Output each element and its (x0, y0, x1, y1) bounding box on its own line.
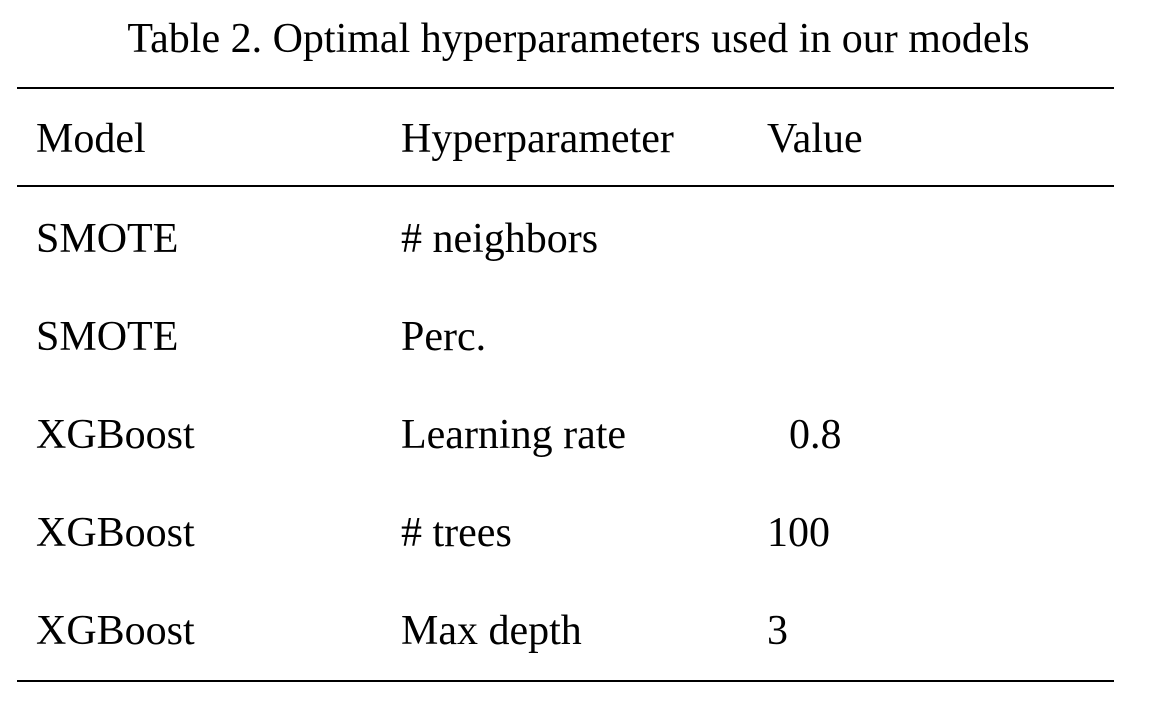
cell-value: 0.8 (789, 412, 842, 458)
table-caption: Table 2. Optimal hyperparameters used in… (127, 16, 1030, 62)
header-row: Model Hyperparameter Value (0, 112, 1157, 166)
cell-model: SMOTE (36, 314, 179, 360)
cell-hyperparameter: Perc. (401, 314, 487, 360)
cell-hyperparameter: # trees (401, 510, 512, 556)
cell-model: XGBoost (36, 510, 195, 556)
table-row: XGBoost Learning rate 0.8 (0, 408, 1157, 462)
header-value: Value (767, 116, 863, 162)
header-hyperparameter: Hyperparameter (401, 116, 674, 162)
table-row: SMOTE Perc. (0, 310, 1157, 364)
table-row: SMOTE # neighbors (0, 212, 1157, 266)
bottom-rule (17, 680, 1114, 682)
header-rule (17, 185, 1114, 187)
header-model: Model (36, 116, 146, 162)
cell-hyperparameter: # neighbors (401, 216, 599, 262)
table-row: XGBoost Max depth 3 (0, 604, 1157, 658)
top-rule (17, 87, 1114, 89)
cell-hyperparameter: Max depth (401, 608, 582, 654)
cell-model: XGBoost (36, 412, 195, 458)
cell-model: SMOTE (36, 216, 179, 262)
cell-hyperparameter: Learning rate (401, 412, 627, 458)
cell-value: 100 (767, 510, 830, 556)
cell-value: 3 (767, 608, 788, 654)
cell-model: XGBoost (36, 608, 195, 654)
table-row: XGBoost # trees 100 (0, 506, 1157, 560)
